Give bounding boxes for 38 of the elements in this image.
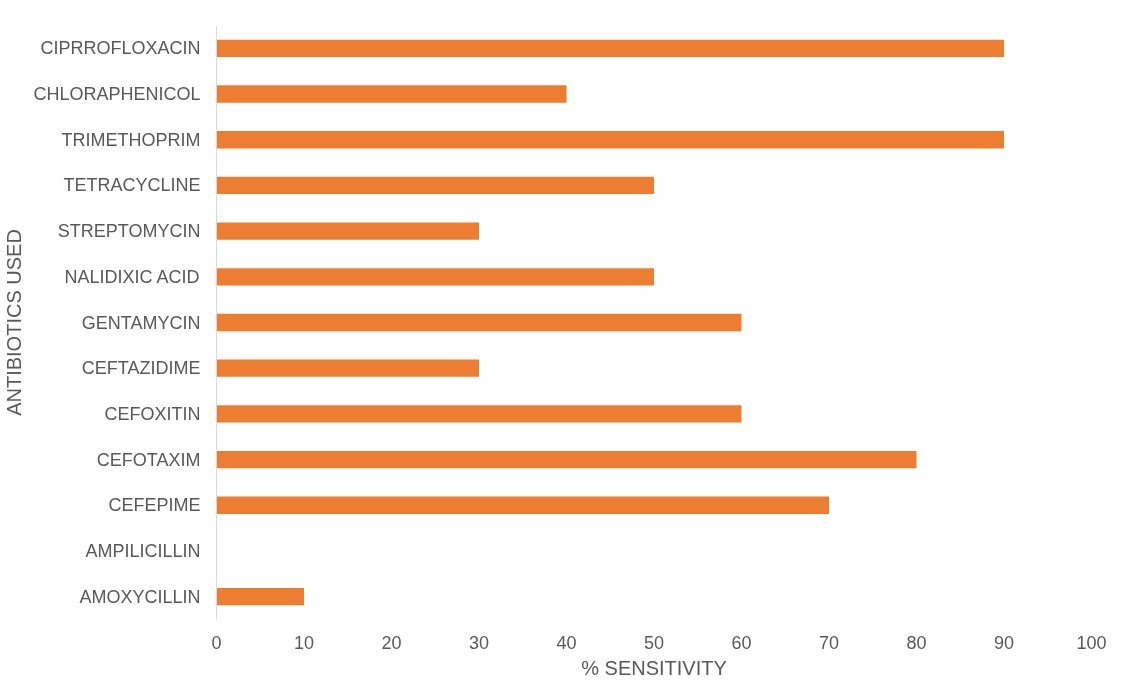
y-tick-label: TRIMETHOPRIM bbox=[61, 129, 201, 150]
bar bbox=[216, 39, 1004, 58]
bar bbox=[216, 587, 304, 606]
y-tick-label: NALIDIXIC ACID bbox=[64, 266, 200, 287]
x-tick-label: 100 bbox=[1076, 632, 1107, 653]
x-tick-label: 80 bbox=[906, 632, 927, 653]
x-tick-label: 30 bbox=[468, 632, 490, 653]
y-tick-label: GENTAMYCIN bbox=[81, 312, 201, 333]
y-tick-label: STREPTOMYCIN bbox=[57, 221, 201, 242]
y-tick-label: CIPRROFLOXACIN bbox=[40, 38, 201, 59]
y-tick-label: CEFEPIME bbox=[108, 495, 201, 516]
y-axis-title: ANTIBIOTICS USED bbox=[3, 229, 26, 416]
x-tick-label: 90 bbox=[993, 632, 1015, 653]
y-tick-label: CEFOXITIN bbox=[104, 403, 201, 424]
x-tick-label: 70 bbox=[818, 632, 840, 653]
x-tick-label: 40 bbox=[556, 632, 577, 653]
x-tick-label: 0 bbox=[211, 632, 222, 653]
bar bbox=[216, 85, 567, 103]
y-tick-label: AMOXYCILLIN bbox=[79, 586, 201, 607]
y-tick-label: CEFTAZIDIME bbox=[81, 358, 201, 379]
y-tick-label: AMPILICILLIN bbox=[85, 540, 201, 561]
bar bbox=[216, 268, 654, 286]
y-tick-label: CEFOTAXIM bbox=[96, 449, 201, 470]
bar bbox=[216, 405, 742, 423]
bar bbox=[216, 313, 742, 332]
bar bbox=[216, 222, 479, 240]
bar bbox=[216, 131, 1004, 149]
x-tick-label: 60 bbox=[731, 632, 752, 653]
bar bbox=[216, 496, 829, 514]
y-tick-label: TETRACYCLINE bbox=[63, 175, 201, 196]
bar bbox=[216, 450, 917, 469]
x-axis-title: % SENSITIVITY bbox=[581, 656, 727, 679]
x-tick-label: 10 bbox=[293, 632, 315, 653]
bar bbox=[216, 359, 479, 377]
y-tick-label: CHLORAPHENICOL bbox=[33, 84, 201, 105]
x-tick-label: 50 bbox=[643, 632, 665, 653]
x-tick-label: 20 bbox=[381, 632, 402, 653]
bar bbox=[216, 176, 654, 195]
